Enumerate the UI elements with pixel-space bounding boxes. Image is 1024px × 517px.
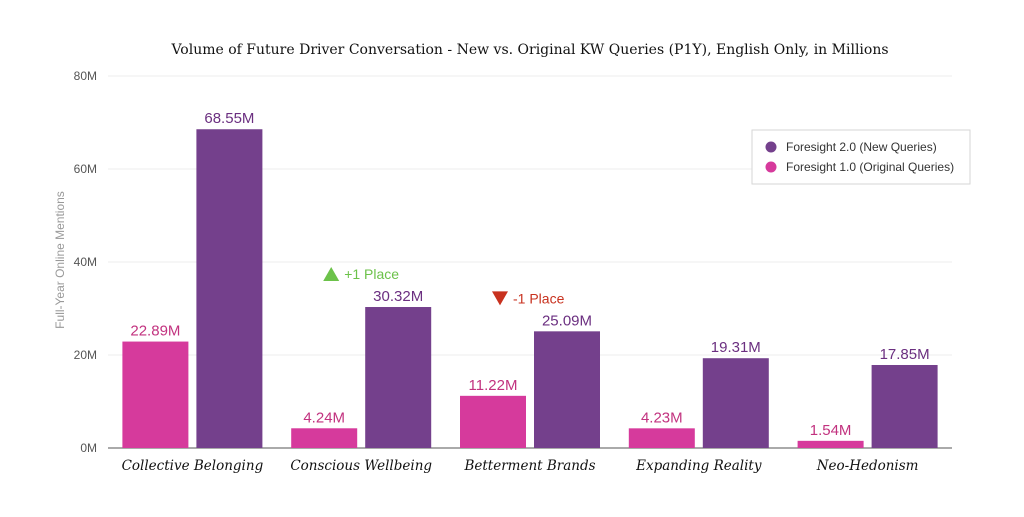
annotations: +1 Place -1 Place [323,266,565,306]
legend-entry: Foresight 1.0 (Original Queries) [786,160,954,174]
bar-foresight-1 [460,395,526,448]
data-label: 25.09M [542,312,592,329]
legend: Foresight 2.0 (New Queries) Foresight 1.0… [751,129,971,185]
legend-marker [765,161,777,173]
chart-title: Volume of Future Driver Conversation - N… [170,42,888,58]
category-label: Conscious Wellbeing [290,458,432,474]
y-tick-label: 60M [74,162,97,176]
data-labels: 22.89M 68.55M 4.24M 30.32M 11.22M 25.09M 4.23M… [130,110,929,439]
bar-foresight-2 [365,307,432,448]
bar-foresight-1 [122,341,189,448]
bar-foresight-2 [871,364,938,448]
data-label: 30.32M [373,288,423,305]
legend-box [751,129,971,185]
bar-foresight-1 [291,428,358,448]
bar-foresight-1 [797,440,864,448]
bar-foresight-2 [702,358,769,448]
bar-foresight-2 [196,129,263,448]
y-tick-label: 20M [74,348,97,362]
category-labels: Collective Belonging Conscious Wellbeing B… [122,458,919,474]
y-tick-label: 0M [80,441,97,455]
rank-change-annotation: -1 Place [513,290,565,306]
bar-foresight-2 [534,331,600,448]
data-label: 11.22M [469,377,518,394]
y-tick-label: 80M [74,69,97,83]
y-axis-label: Full-Year Online Mentions [53,191,67,329]
rank-change-annotation: +1 Place [344,266,399,282]
data-label: 22.89M [130,323,180,340]
data-label: 19.31M [711,339,761,356]
data-label: 17.85M [880,346,930,363]
y-tick-label: 40M [74,255,97,269]
data-label: 1.54M [810,422,852,439]
legend-marker [765,141,777,153]
bar-foresight-1 [628,428,695,448]
data-label: 68.55M [204,110,254,127]
category-label: Betterment Brands [463,458,595,474]
category-label: Neo-Hedonism [816,458,919,474]
data-label: 4.23M [641,409,683,426]
up-triangle-icon [323,267,340,282]
category-label: Expanding Reality [635,458,762,474]
data-label: 4.24M [303,409,345,426]
category-label: Collective Belonging [122,458,264,474]
legend-entry: Foresight 2.0 (New Queries) [786,140,937,154]
bars [122,129,938,448]
down-triangle-icon [492,291,508,306]
